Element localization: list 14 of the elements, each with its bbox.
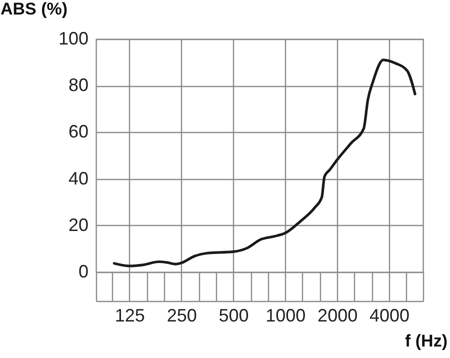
y-tick-label: 20 [68, 214, 88, 235]
y-tick-label: 80 [68, 75, 88, 96]
x-tick-label: 4000 [369, 306, 410, 326]
y-tick-label: 100 [58, 28, 88, 48]
x-axis-title: f (Hz) [405, 332, 448, 350]
x-tick-label: 1000 [266, 306, 306, 326]
y-tick-label: 0 [78, 262, 88, 282]
x-tick-label: 250 [166, 306, 197, 326]
y-tick-label: 60 [68, 122, 88, 142]
y-axis-title: ABS (%) [0, 0, 68, 18]
x-tick-label: 125 [114, 306, 145, 326]
y-tick-label: 40 [68, 168, 88, 188]
x-tick-label: 500 [218, 306, 249, 326]
x-tick-label: 2000 [318, 306, 358, 326]
